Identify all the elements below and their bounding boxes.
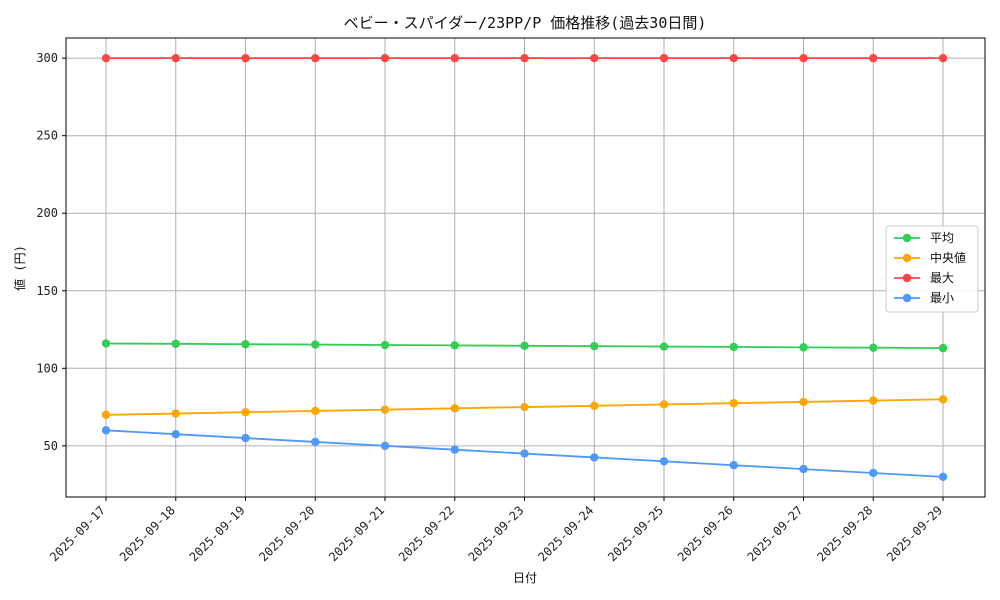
data-point xyxy=(241,407,250,417)
y-axis: 50 100 150 200 250 300 xyxy=(36,51,66,453)
legend-item: 最大 xyxy=(894,271,954,285)
data-point xyxy=(520,341,529,351)
legend-label: 最小 xyxy=(930,291,954,305)
legend-item: 中央値 xyxy=(894,250,966,265)
series-3 xyxy=(101,426,948,482)
y-tick-label: 50 xyxy=(44,439,58,453)
data-point xyxy=(311,53,320,63)
data-point xyxy=(520,402,529,412)
x-tick-label: 2025-09-26 xyxy=(675,503,736,564)
x-tick-label: 2025-09-25 xyxy=(605,503,666,564)
data-point xyxy=(938,343,948,353)
data-point xyxy=(938,472,948,482)
data-point xyxy=(101,53,111,63)
data-point xyxy=(590,53,599,63)
data-point xyxy=(380,405,390,414)
data-point xyxy=(520,53,529,63)
series-layer xyxy=(101,53,948,482)
data-point xyxy=(101,410,111,420)
y-tick-label: 200 xyxy=(36,206,58,220)
y-tick-label: 100 xyxy=(36,361,58,375)
data-point xyxy=(380,441,390,451)
data-point xyxy=(869,396,878,405)
data-point xyxy=(729,398,738,408)
legend-marker xyxy=(902,233,912,243)
x-tick-label: 2025-09-29 xyxy=(884,503,945,564)
legend-item: 平均 xyxy=(894,231,954,245)
data-point xyxy=(520,449,529,458)
data-point xyxy=(659,457,669,466)
series-0 xyxy=(101,339,948,353)
data-point xyxy=(799,343,808,352)
data-point xyxy=(659,342,669,351)
data-point xyxy=(380,53,390,63)
data-point xyxy=(869,53,878,63)
data-point xyxy=(311,437,320,447)
data-point xyxy=(799,464,808,474)
series-1 xyxy=(101,395,948,420)
y-axis-label: 値 (円) xyxy=(12,245,27,291)
data-point xyxy=(729,342,738,352)
legend-marker xyxy=(902,273,912,283)
x-tick-label: 2025-09-28 xyxy=(814,503,875,564)
data-point xyxy=(729,461,738,470)
data-point xyxy=(869,343,878,352)
data-point xyxy=(171,429,180,439)
data-point xyxy=(171,339,180,348)
data-point xyxy=(938,53,948,63)
data-point xyxy=(171,53,180,63)
data-point xyxy=(101,426,111,435)
legend-box xyxy=(885,225,979,313)
data-point xyxy=(729,53,738,63)
data-point xyxy=(799,53,808,63)
data-point xyxy=(380,340,390,350)
data-point xyxy=(869,468,878,478)
series-2 xyxy=(101,53,948,63)
chart-title: ベビー・スパイダー/23PP/P 価格推移(過去30日間) xyxy=(344,14,707,32)
data-point xyxy=(590,453,599,462)
data-point xyxy=(590,341,599,351)
legend-item: 最小 xyxy=(894,291,954,305)
x-axis: 2025-09-17 2025-09-18 2025-09-19 2025-09-20… xyxy=(47,497,945,564)
legend-marker xyxy=(902,253,912,263)
data-point xyxy=(311,406,320,416)
x-tick-label: 2025-09-24 xyxy=(535,503,596,564)
y-tick-label: 250 xyxy=(36,129,58,143)
x-tick-label: 2025-09-19 xyxy=(187,503,248,564)
data-point xyxy=(799,397,808,407)
x-tick-label: 2025-09-22 xyxy=(396,503,457,564)
data-point xyxy=(659,53,669,63)
legend-label: 最大 xyxy=(930,271,954,285)
data-point xyxy=(450,53,459,63)
plot-area xyxy=(65,37,986,498)
y-tick-label: 300 xyxy=(36,51,58,65)
data-point xyxy=(450,404,459,413)
x-tick-label: 2025-09-18 xyxy=(117,503,178,564)
data-point xyxy=(241,433,250,443)
grid-lines xyxy=(66,38,985,497)
x-tick-label: 2025-09-21 xyxy=(326,503,387,564)
data-point xyxy=(450,341,459,350)
legend-marker xyxy=(902,293,912,303)
x-tick-label: 2025-09-27 xyxy=(745,503,806,564)
data-point xyxy=(659,400,669,409)
data-point xyxy=(450,445,459,454)
data-point xyxy=(311,340,320,349)
data-point xyxy=(590,401,599,411)
data-point xyxy=(938,395,948,404)
legend-label: 中央値 xyxy=(930,250,966,265)
data-point xyxy=(101,339,111,348)
legend-label: 平均 xyxy=(930,231,954,245)
x-tick-label: 2025-09-20 xyxy=(256,503,317,564)
y-tick-label: 150 xyxy=(36,284,58,298)
data-point xyxy=(241,53,250,63)
x-axis-label: 日付 xyxy=(513,571,537,585)
x-tick-label: 2025-09-23 xyxy=(466,503,527,564)
x-tick-label: 2025-09-17 xyxy=(47,503,108,564)
data-point xyxy=(171,409,180,418)
data-point xyxy=(241,340,250,349)
